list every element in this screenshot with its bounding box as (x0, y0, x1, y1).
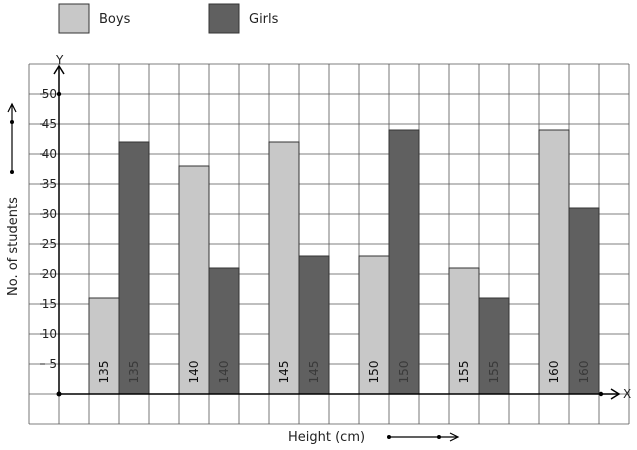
legend: Boys Girls (58, 3, 279, 34)
legend-swatch-boys (58, 3, 90, 34)
y-tick-label: 20 (42, 267, 57, 281)
bar-label-boys-150: 150 (367, 361, 381, 384)
bar-label-girls-135: 135 (127, 361, 141, 384)
y-tick-labels: 5 10 15 20 25 30 35 40 45 50 (40, 87, 57, 371)
y-axis-title-arrow (7, 102, 17, 174)
x-axis-title: Height (cm) (288, 430, 365, 445)
bar-girls-140 (208, 267, 240, 395)
bar-label-boys-135: 135 (97, 361, 111, 384)
x-axis-letter: X (623, 387, 631, 401)
y-axis-letter: Y (55, 53, 64, 67)
y-tick-label: 15 (42, 297, 57, 311)
bar-boys-160 (538, 129, 570, 395)
y-tick-label: 30 (42, 207, 57, 221)
axes: X Y (53, 53, 631, 401)
bar-girls-150 (388, 129, 420, 395)
y-axis-title: No. of students (6, 197, 21, 296)
bar-boys-135 (88, 297, 120, 395)
legend-swatch-girls (208, 3, 240, 34)
bar-label-boys-140: 140 (187, 361, 201, 384)
bar-label-boys-155: 155 (457, 361, 471, 384)
y-tick-label: 5 (49, 357, 57, 371)
bar-label-girls-155: 155 (487, 361, 501, 384)
y-tick-label: 45 (42, 117, 57, 131)
legend-label-boys: Boys (99, 12, 131, 27)
bar-label-girls-160: 160 (577, 361, 591, 384)
bar-boys-155 (448, 267, 480, 395)
bar-label-boys-160: 160 (547, 361, 561, 384)
bar-boys-140 (178, 165, 210, 395)
y-tick-label: 35 (42, 177, 57, 191)
bar-label-girls-145: 145 (307, 361, 321, 384)
bars (88, 129, 600, 395)
y-tick-label: 25 (42, 237, 57, 251)
legend-label-girls: Girls (249, 12, 279, 27)
x-axis-end-dot (598, 391, 604, 397)
bar-boys-145 (268, 141, 300, 395)
bar-label-boys-145: 145 (277, 361, 291, 384)
bar-label-girls-150: 150 (397, 361, 411, 384)
y-tick-label: 50 (42, 87, 57, 101)
y-tick-label: 40 (42, 147, 57, 161)
bar-girls-135 (118, 141, 150, 395)
y-axis-arrowhead (53, 64, 65, 75)
bar-labels: 135 135 140 140 145 145 150 150 155 155 160 160 (97, 361, 591, 384)
x-axis-arrowhead (610, 388, 621, 400)
x-axis-title-arrow (387, 432, 460, 442)
y-tick-label: 10 (42, 327, 57, 341)
y-axis-top-dot (56, 91, 62, 97)
bar-label-girls-140: 140 (217, 361, 231, 384)
